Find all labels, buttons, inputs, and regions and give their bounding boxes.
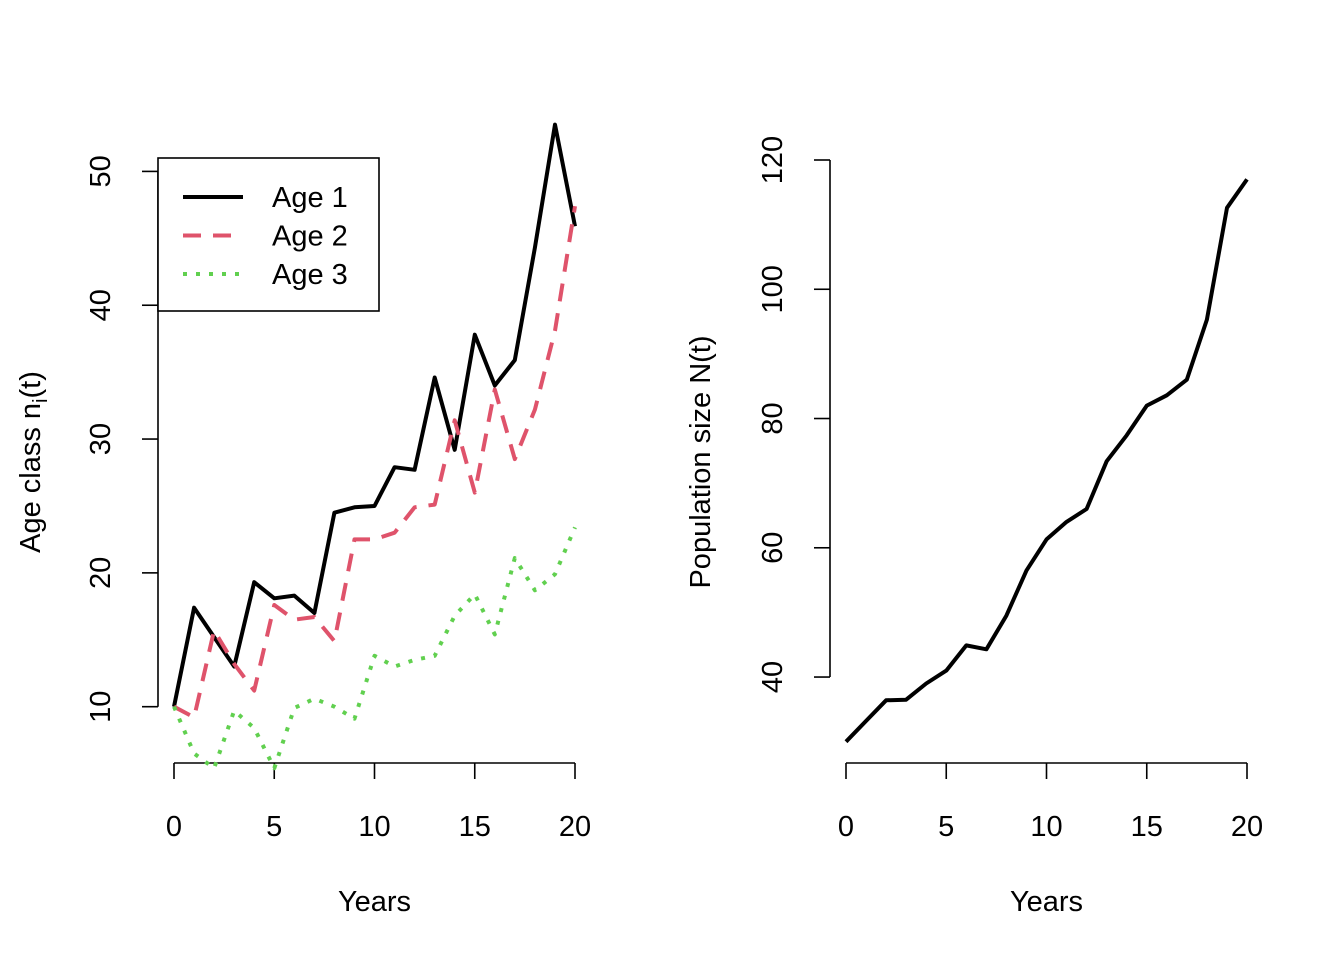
- series-line-age-1: [172, 122, 577, 708]
- y-tick-label: 20: [85, 557, 117, 589]
- series-line-population: [844, 178, 1249, 744]
- x-axis-title: Years: [1010, 886, 1083, 918]
- y-tick-label: 10: [85, 691, 117, 723]
- y-tick-label: 40: [757, 661, 789, 693]
- y-axis-title: Population size N(t): [685, 335, 717, 588]
- y-axis-title-subscript: i: [30, 399, 52, 403]
- y-axis-title-tail: (t): [15, 371, 47, 398]
- x-tick-label: 0: [838, 811, 854, 843]
- y-axis-title-main: Age class n: [15, 403, 47, 553]
- y-tick-label: 120: [757, 136, 789, 184]
- legend-label: Age 2: [272, 221, 348, 253]
- legend-label: Age 1: [272, 182, 348, 214]
- y-tick-label: 60: [757, 532, 789, 564]
- y-tick-label: 100: [757, 265, 789, 313]
- legend: Age 1 Age 2 Age 3: [157, 157, 380, 312]
- x-tick-label: 15: [1131, 811, 1163, 843]
- y-axis: 40 60 80 100 120 Population size N(t): [685, 136, 831, 693]
- x-axis: 0 5 10 15 20 Years: [838, 762, 1263, 918]
- x-tick-label: 20: [1231, 811, 1263, 843]
- x-tick-label: 10: [358, 811, 390, 843]
- x-tick-label: 10: [1030, 811, 1062, 843]
- y-axis-title: Age class ni(t): [15, 371, 52, 553]
- y-tick-label: 50: [85, 155, 117, 187]
- series-line-age-3: [172, 526, 577, 771]
- y-tick-label: 40: [85, 289, 117, 321]
- x-tick-label: 5: [266, 811, 282, 843]
- x-tick-label: 0: [166, 811, 182, 843]
- legend-box: [157, 157, 380, 312]
- y-tick-label: 80: [757, 402, 789, 434]
- y-tick-label: 30: [85, 423, 117, 455]
- x-tick-label: 15: [459, 811, 491, 843]
- x-tick-label: 20: [559, 811, 591, 843]
- x-axis: 0 5 10 15 20 Years: [166, 762, 591, 918]
- chart-population-size: 0 5 10 15 20 Years 40 60 80 100 120 Population size…: [685, 136, 1263, 918]
- legend-label: Age 3: [272, 259, 348, 291]
- x-axis-title: Years: [338, 886, 411, 918]
- y-axis: 10 20 30 40 50 Age class ni(t): [15, 155, 159, 723]
- series-line-age-2: [173, 205, 577, 720]
- x-tick-label: 5: [938, 811, 954, 843]
